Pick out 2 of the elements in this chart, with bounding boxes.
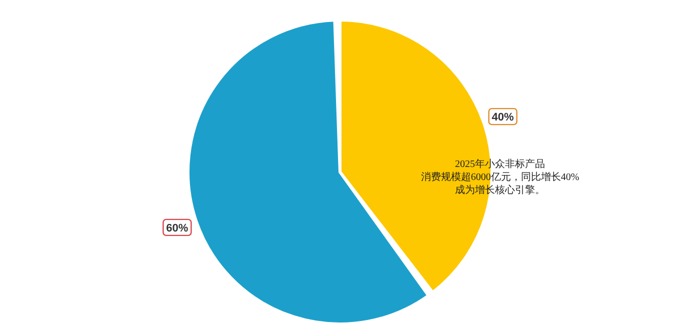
data-label: 40% bbox=[492, 112, 514, 124]
data-label: 60% bbox=[166, 222, 188, 234]
